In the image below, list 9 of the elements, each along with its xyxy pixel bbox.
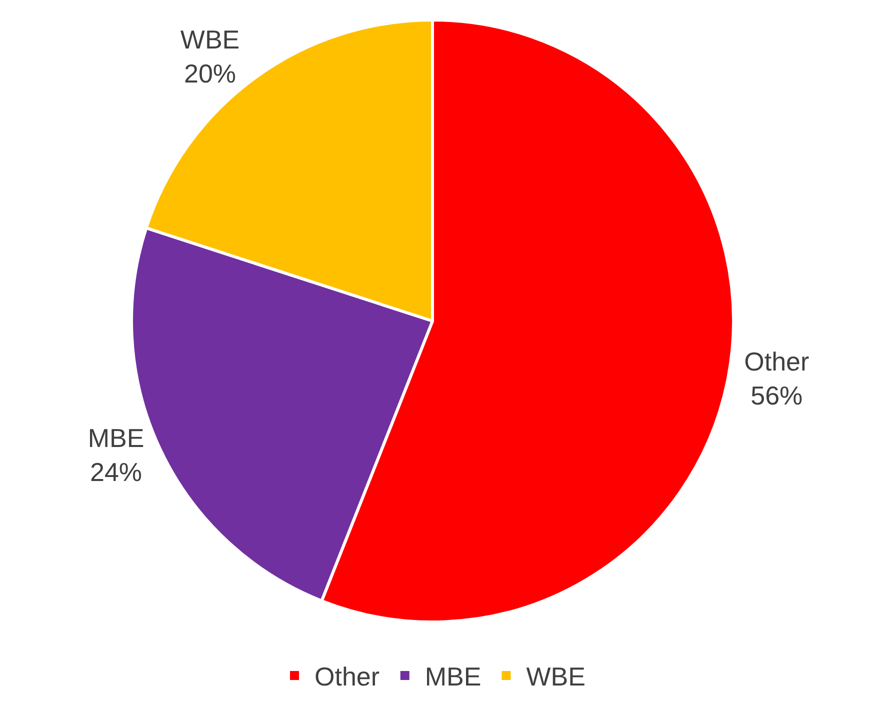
data-label: 24%: [90, 456, 142, 487]
legend-label: WBE: [526, 662, 586, 692]
slice-label: Other: [744, 346, 810, 377]
data-label: 20%: [184, 58, 236, 89]
legend-label: MBE: [424, 662, 482, 692]
slice-label: MBE: [88, 423, 144, 454]
slice-label: WBE: [180, 24, 240, 55]
legend-label: Other: [314, 662, 380, 692]
data-label: 56%: [750, 380, 803, 410]
